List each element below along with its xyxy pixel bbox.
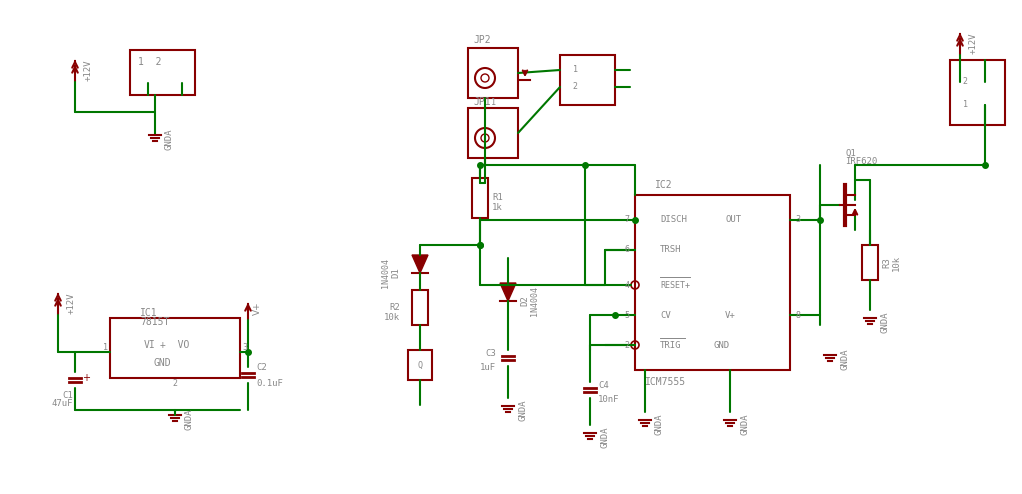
Text: 10nF: 10nF: [598, 396, 619, 405]
Text: 1k: 1k: [492, 204, 503, 212]
Text: GNDA: GNDA: [740, 413, 749, 435]
Text: 10k: 10k: [384, 314, 400, 323]
Text: GNDA: GNDA: [880, 311, 889, 333]
Text: GNDA: GNDA: [600, 426, 609, 448]
Text: GND: GND: [153, 358, 171, 368]
Text: TRSH: TRSH: [660, 246, 682, 254]
Bar: [560, 55, 615, 105]
Text: R1: R1: [492, 194, 503, 203]
Text: ICM7555: ICM7555: [645, 377, 686, 387]
Text: +: +: [82, 373, 90, 383]
Text: IC1: IC1: [140, 308, 157, 318]
Text: 3: 3: [242, 343, 247, 353]
Text: VI: VI: [144, 340, 156, 350]
Bar: [862, 245, 878, 280]
Bar: [950, 60, 1005, 125]
Text: D2: D2: [520, 295, 529, 306]
Text: Q1: Q1: [845, 149, 855, 158]
Bar: [635, 195, 790, 370]
Text: 7: 7: [624, 215, 630, 224]
Text: R3: R3: [882, 258, 891, 268]
Bar: [468, 48, 518, 98]
Text: CV: CV: [660, 311, 670, 320]
Text: TRIG: TRIG: [660, 340, 682, 349]
Text: 1uF: 1uF: [480, 364, 496, 372]
Text: 1: 1: [491, 98, 496, 108]
Text: +12V: +12V: [84, 59, 93, 81]
Text: C4: C4: [598, 380, 609, 389]
Text: +12V: +12V: [67, 292, 76, 314]
Polygon shape: [500, 283, 516, 301]
Text: C3: C3: [485, 348, 496, 358]
Text: GNDA: GNDA: [165, 128, 174, 150]
Text: 47uF: 47uF: [51, 400, 73, 409]
Text: D1: D1: [391, 268, 400, 279]
Text: GND: GND: [713, 340, 729, 349]
Text: 8: 8: [795, 311, 800, 320]
Bar: [412, 290, 428, 325]
Text: OUT: OUT: [725, 215, 741, 224]
Text: GNDA: GNDA: [655, 413, 664, 435]
Text: R2: R2: [389, 303, 400, 313]
Text: 5: 5: [624, 311, 630, 320]
Text: GNDA: GNDA: [185, 408, 194, 430]
Text: IRF620: IRF620: [845, 158, 877, 166]
Text: DISCH: DISCH: [660, 215, 687, 224]
Bar: [408, 350, 432, 380]
Bar: [468, 108, 518, 158]
Text: Q: Q: [418, 361, 422, 370]
Text: 1N4004: 1N4004: [530, 286, 539, 316]
Text: 1: 1: [572, 66, 577, 75]
Text: GNDA: GNDA: [840, 348, 849, 370]
Text: IC2: IC2: [655, 180, 672, 190]
Polygon shape: [412, 255, 428, 273]
Text: +12V: +12V: [969, 32, 978, 54]
Text: 1N4004: 1N4004: [381, 258, 390, 288]
Text: C1: C1: [62, 390, 73, 400]
Text: V+: V+: [725, 311, 736, 320]
Text: 2: 2: [963, 78, 968, 86]
Text: 2: 2: [572, 82, 577, 91]
Text: 6: 6: [624, 246, 630, 254]
Text: 4: 4: [624, 281, 630, 289]
Text: 1: 1: [963, 100, 968, 110]
Text: JP1: JP1: [473, 97, 491, 107]
Text: C2: C2: [256, 363, 267, 371]
Text: 3: 3: [795, 215, 800, 224]
Text: JP2: JP2: [473, 35, 491, 45]
Text: RESET+: RESET+: [660, 281, 690, 289]
Text: 1: 1: [102, 343, 107, 353]
Bar: [110, 318, 240, 378]
Text: 2: 2: [173, 378, 178, 387]
Text: GNDA: GNDA: [518, 399, 527, 421]
Bar: [472, 178, 487, 218]
Text: 1  2: 1 2: [138, 57, 161, 67]
Text: 0.1uF: 0.1uF: [256, 378, 283, 387]
Text: 7815T: 7815T: [140, 317, 170, 327]
Bar: [130, 50, 195, 95]
Text: +  VO: + VO: [160, 340, 190, 350]
Text: V+: V+: [253, 301, 262, 315]
Text: 2: 2: [624, 340, 630, 349]
Text: 10k: 10k: [892, 255, 901, 271]
